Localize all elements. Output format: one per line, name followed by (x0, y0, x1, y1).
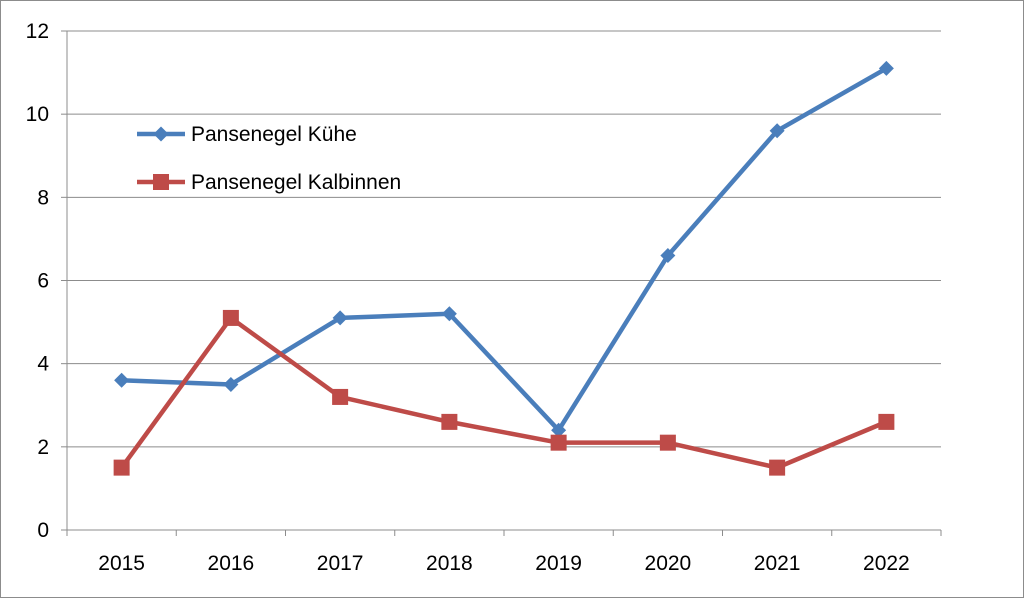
series-2-point (113, 459, 130, 476)
legend-marker-2 (153, 174, 169, 190)
series-2-point (769, 459, 786, 476)
series-1-point (223, 376, 239, 392)
series-2-point (332, 388, 349, 405)
legend-label-2: Pansenegel Kalbinnen (191, 171, 401, 194)
series-lines (119, 66, 888, 470)
series-2-point (441, 413, 458, 430)
x-tick-label: 2021 (754, 552, 801, 575)
series-1-point (114, 372, 130, 388)
x-tick-label: 2016 (208, 552, 255, 575)
x-tick-label: 2018 (426, 552, 473, 575)
y-tick-label: 0 (37, 519, 49, 542)
y-tick-label: 6 (37, 270, 49, 293)
y-tick-label: 10 (26, 103, 49, 126)
y-tick-labels: 0 2 4 6 8 10 12 (26, 20, 50, 542)
series-2-point (550, 434, 567, 451)
grid-lines (67, 30, 941, 448)
x-tick-label: 2020 (645, 552, 692, 575)
axes (61, 30, 942, 536)
series-2-point (878, 413, 895, 430)
series-2-point (222, 309, 239, 326)
series-2-point (659, 434, 676, 451)
series-line-2 (119, 315, 888, 470)
series-1-point (769, 123, 785, 139)
x-tick-label: 2015 (98, 552, 145, 575)
y-tick-label: 12 (26, 20, 49, 43)
x-tick-label: 2019 (535, 552, 582, 575)
series-1-point (551, 422, 567, 438)
series-markers (113, 60, 895, 476)
y-tick-label: 2 (37, 436, 49, 459)
series-line-1 (121, 66, 888, 433)
y-tick-label: 4 (37, 353, 49, 376)
x-tick-label: 2022 (863, 552, 910, 575)
y-tick-label: 8 (37, 186, 49, 209)
x-tick-label: 2017 (317, 552, 364, 575)
legend-marker-1 (153, 126, 169, 142)
x-tick-labels: 2015 2016 2017 2018 2019 2020 2021 2022 (98, 552, 909, 575)
legend: Pansenegel Kühe Pansenegel Kalbinnen (137, 123, 401, 194)
series-1-point (878, 60, 894, 76)
series-1-point (332, 310, 348, 326)
series-1-point (660, 248, 676, 264)
legend-label-1: Pansenegel Kühe (191, 123, 357, 146)
series-1-point (441, 306, 457, 322)
